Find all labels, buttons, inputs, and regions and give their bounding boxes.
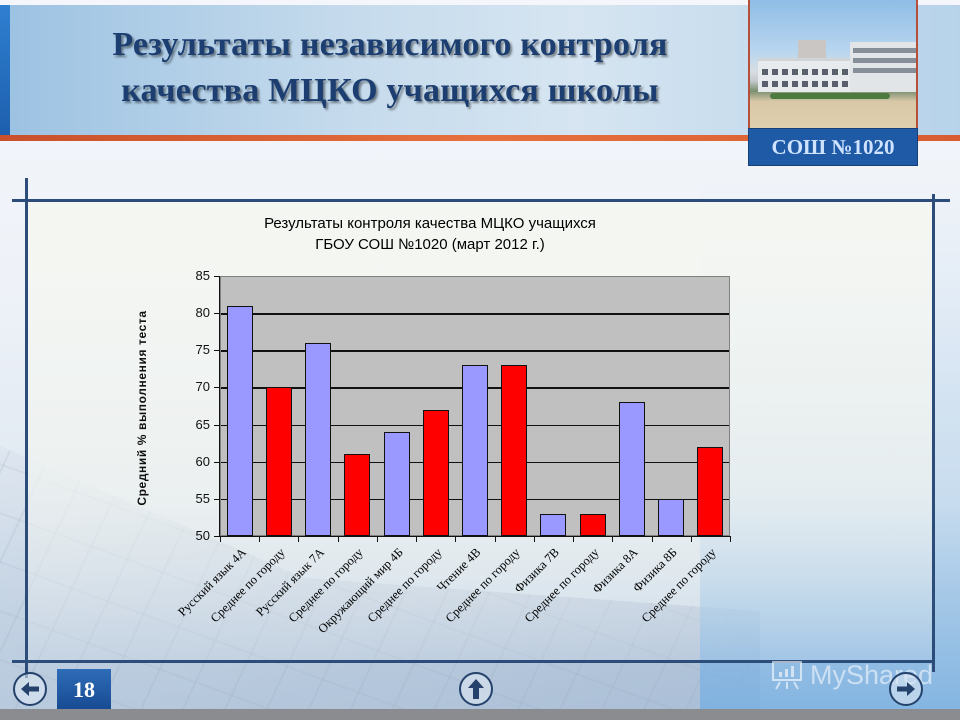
y-tick — [214, 387, 220, 389]
y-tick — [214, 536, 220, 537]
photo-building-wing — [850, 42, 916, 92]
x-tick — [573, 536, 575, 542]
y-tick-label: 50 — [195, 528, 210, 543]
bar-school-result — [540, 513, 567, 536]
chart-title: Результаты контроля качества МЦКО учащих… — [180, 213, 680, 255]
y-tick — [214, 350, 220, 352]
x-tick — [533, 536, 535, 542]
x-tick — [730, 536, 731, 542]
bar-school-result — [305, 342, 332, 536]
gridline — [221, 313, 729, 315]
gridline — [221, 350, 729, 352]
y-tick-label: 70 — [195, 379, 210, 395]
x-tick — [651, 536, 653, 542]
bar-city-average — [501, 365, 528, 536]
chart-title-line-1: Результаты контроля качества МЦКО учащих… — [264, 215, 596, 232]
y-tick — [214, 498, 220, 500]
school-photo — [748, 0, 918, 130]
y-tick — [214, 313, 220, 315]
x-tick — [416, 536, 418, 542]
x-axis — [219, 536, 731, 537]
frame-line-right — [932, 194, 935, 672]
y-tick-label: 65 — [195, 416, 210, 432]
y-axis — [219, 276, 220, 537]
y-tick — [214, 276, 220, 277]
photo-tower — [798, 40, 826, 62]
chart-subtitle: ГБОУ СОШ №1020 (март 2012 г.) — [315, 236, 545, 253]
y-tick-label: 55 — [195, 490, 210, 506]
arrow-left-icon — [21, 682, 39, 696]
frame-line-left — [25, 178, 28, 678]
bar-city-average — [422, 409, 449, 536]
y-tick-label: 75 — [195, 342, 210, 358]
slide-title-line-2: качества МЦКО учащихся школы — [121, 72, 659, 109]
slide-title: Результаты независимого контроля качеств… — [50, 22, 730, 114]
header-left-strip — [0, 5, 10, 135]
frame-line-bottom — [12, 660, 934, 663]
header-accent-stripe — [0, 135, 960, 141]
bar-city-average — [344, 454, 371, 536]
y-tick-label: 80 — [195, 305, 210, 321]
bar-school-result — [462, 365, 488, 536]
bar-school-result — [658, 498, 685, 536]
bar-city-average — [579, 513, 606, 536]
x-tick — [259, 536, 261, 542]
bar-city-average — [697, 446, 724, 536]
next-slide-button[interactable] — [889, 672, 923, 706]
photo-hedge — [770, 93, 890, 99]
bar-city-average — [265, 387, 292, 536]
slide-title-line-1: Результаты независимого контроля — [112, 26, 668, 63]
bar-school-result — [383, 432, 410, 536]
arrow-right-icon — [897, 682, 915, 696]
x-tick — [612, 536, 614, 542]
x-tick — [455, 536, 457, 542]
bar-school-result — [226, 305, 253, 536]
y-axis-label: Средний % выполнения теста — [135, 310, 149, 506]
page-number: 18 — [57, 669, 111, 710]
x-tick — [337, 536, 339, 542]
y-tick-label: 60 — [195, 453, 210, 469]
x-tick — [298, 536, 300, 542]
x-tick — [220, 536, 221, 542]
y-tick-label: 85 — [195, 268, 210, 283]
presentation-icon — [772, 661, 802, 690]
previous-slide-button[interactable] — [13, 672, 47, 706]
x-tick — [494, 536, 496, 542]
y-tick — [214, 424, 220, 426]
x-tick — [376, 536, 378, 542]
x-tick — [690, 536, 692, 542]
footer-strip — [0, 709, 960, 720]
y-tick — [214, 461, 220, 463]
school-label: СОШ №1020 — [748, 128, 918, 166]
home-slide-button[interactable] — [459, 672, 493, 706]
frame-line-top — [12, 199, 950, 202]
arrow-up-icon — [468, 679, 484, 699]
bar-school-result — [618, 402, 645, 536]
